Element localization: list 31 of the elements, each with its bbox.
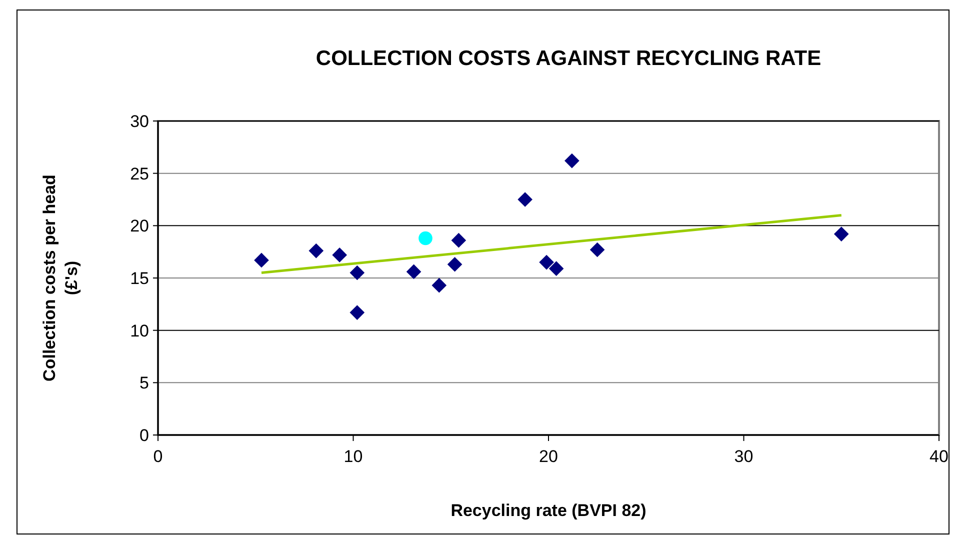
x-axis-title: Recycling rate (BVPI 82) [450,501,646,520]
x-tick-label: 40 [930,447,948,466]
point [350,265,365,280]
y-tick-label: 10 [130,321,149,340]
y-tick-label: 30 [130,112,149,131]
point [518,192,532,207]
y-axis-title: Collection costs per head (£'s) [40,174,81,382]
point [590,242,605,258]
x-tick-label: 30 [734,447,754,466]
x-tick-label: 10 [344,447,363,466]
y-tick-label: 5 [140,374,149,393]
point [332,248,347,262]
point [406,264,422,280]
point [254,252,269,268]
point [564,153,580,168]
point [350,305,365,320]
point [548,261,564,276]
y-tick-label: 20 [130,216,149,236]
point [539,254,554,270]
point [447,256,462,272]
point [308,243,324,258]
point [451,232,466,248]
point [432,278,447,293]
y-tick-label: 0 [140,426,149,445]
point [418,231,432,246]
y-tick-label: 15 [130,268,149,288]
y-tick-label: 25 [130,164,149,184]
chart-title: COLLECTION COSTS AGAINST RECYCLING RATE [316,47,822,70]
x-tick-label: 0 [153,447,163,466]
point [834,226,849,242]
x-tick-label: 20 [539,447,558,466]
